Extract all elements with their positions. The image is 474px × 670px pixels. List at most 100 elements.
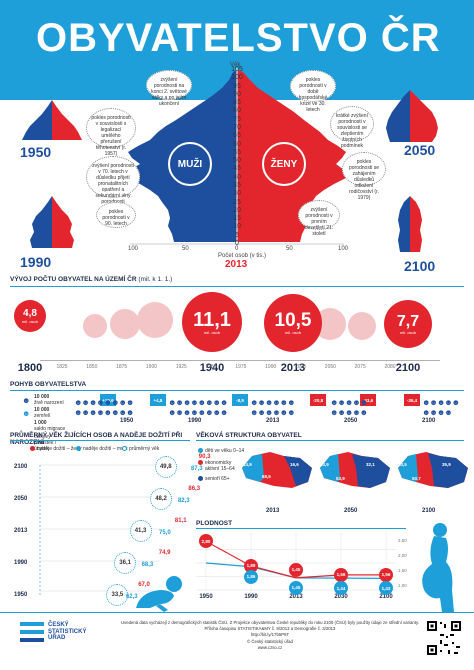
- timeline-bubbles-bg: [83, 302, 376, 340]
- fert-ylab-2: 1,50: [398, 568, 407, 573]
- timeline-rule: [10, 286, 464, 287]
- legend-num-0: 10 000: [34, 394, 50, 400]
- age-label-20: 20: [233, 206, 241, 214]
- ages-year-2050: 2050: [14, 496, 28, 502]
- ages-title: PRŮMĚRNÝ VĚK ŽIJÍCÍCH OSOB A NADĚJE DOŽI…: [10, 432, 183, 446]
- csu-logo-icon: [20, 622, 44, 642]
- bottom-tick-2: 0: [235, 246, 239, 252]
- note-postwar: zvýšení porodnosti na konci 2. světové v…: [146, 70, 192, 107]
- bubble-1800: 4,8 mil. osob: [14, 300, 46, 332]
- flag-0: +10,6: [100, 394, 116, 406]
- fert-year-1990: 1990: [244, 594, 258, 600]
- movement-year-2050: 2050: [344, 418, 358, 424]
- timeline-tick-1925: 1925: [175, 364, 187, 370]
- legend-num-2: 1 000: [34, 420, 47, 426]
- map-2013-b: 68,5: [262, 474, 271, 479]
- timeline-tick-1975: 1975: [235, 364, 247, 370]
- people-row-2013: ☻☻☻☻☻☻☻☻☻☻☻☻☻: [250, 398, 296, 417]
- ages-rule: [10, 440, 190, 441]
- fert-red-1950: 2,80: [199, 534, 213, 549]
- timeline-year-2013: 2013: [280, 362, 306, 374]
- structure-dot-senior: [198, 476, 203, 481]
- pregnant-woman-icon: [422, 523, 454, 612]
- legend-deaths: zemřelí: [34, 413, 51, 419]
- csu-logo-text: ČESKÝ STATISTICKÝ ÚŘAD: [48, 622, 87, 642]
- map-2013-c: 16,6: [290, 462, 299, 467]
- movement-year-2100: 2100: [422, 418, 436, 424]
- age-label-85: 85: [233, 99, 241, 107]
- age-label-90: 90: [233, 90, 241, 98]
- fert-ylab-1: 2,00: [398, 553, 407, 558]
- ages-year-2013: 2013: [14, 528, 28, 534]
- fert-red-2013: 1,45: [289, 562, 303, 577]
- timeline-tick-2050: 2050: [324, 364, 336, 370]
- movement-year-2013: 2013: [266, 418, 280, 424]
- age-label-65: 65: [233, 132, 241, 140]
- legend-dot-women: [30, 446, 35, 451]
- timeline-tick-1825: 1825: [56, 364, 68, 370]
- bottom-tick-3: 50: [286, 246, 293, 252]
- fert-ylab-0: 2,50: [398, 538, 407, 543]
- year-2100: 2100: [404, 258, 436, 274]
- ages-chart-lines: [39, 464, 160, 595]
- page-title: OBYVATELSTVO ČR: [36, 16, 441, 60]
- people-row-1990: ☻☻☻☻☻☻☻☻☻☻☻☻☻☻☻☻: [168, 398, 228, 417]
- fert-year-2100: 2100: [379, 594, 393, 600]
- movement-year-1950: 1950: [120, 418, 134, 424]
- bottom-tick-0: 100: [128, 246, 139, 252]
- timeline-year-1940: 1940: [199, 362, 225, 374]
- map-year-2050: 2050: [344, 508, 358, 514]
- ages-men-2013: 75,0: [159, 530, 171, 536]
- timeline-tick-1990: 1990: [265, 364, 277, 370]
- legend-person-icon: ☻: [22, 396, 30, 405]
- age-label-100: 100: [231, 74, 243, 82]
- structure-legend-work: ekonomicky aktivní 15–64: [205, 460, 235, 472]
- timeline-title-text: VÝVOJ POČTU OBYVATEL NA ÚZEMÍ ČR: [10, 276, 137, 283]
- map-2050-c: 32,1: [366, 462, 375, 467]
- people-row-1950: ☻☻☻☻☻☻☻☻☻☻☻☻☻☻☻☻☻☻: [74, 398, 134, 417]
- map-2100-a: 13,5: [398, 462, 407, 467]
- ages-legend-men: naděje dožití – muži: [83, 446, 128, 452]
- age-label-35: 35: [233, 182, 241, 189]
- structure-title: VĚKOVÁ STRUKTURA OBYVATEL: [196, 432, 302, 439]
- bubble-2100: 7,7 mil. osob: [384, 300, 432, 348]
- flag-3: -20,8: [310, 394, 326, 406]
- fert-blue-1990: 1,86: [244, 569, 258, 584]
- map-2050-a: 13,9: [320, 462, 329, 467]
- qr-code-icon[interactable]: [426, 620, 462, 656]
- fert-year-2013: 2013: [289, 594, 303, 600]
- timeline-tick-1950: 1950: [205, 364, 217, 370]
- fert-red-1990: 1,89: [244, 558, 258, 573]
- flag-5: -35,4: [404, 394, 420, 406]
- footer: [0, 612, 474, 670]
- timeline-year-1800: 1800: [17, 362, 43, 374]
- people-row-2050: ☻☻☻☻☻☻☻☻☻☻: [330, 398, 368, 417]
- men-label: MUŽI: [168, 142, 212, 186]
- note-70s: zvýšení porodnosti v 70. letech v důsled…: [86, 156, 140, 205]
- flag-2: -8,9: [232, 394, 248, 406]
- ages-men-2050: 82,3: [177, 498, 190, 504]
- age-label-105: 105: [231, 66, 243, 73]
- timeline-tick-2080: 2080: [384, 364, 396, 370]
- flag-4: -33,6: [360, 394, 376, 406]
- footer-text: Uvedená data vycházejí z demografických …: [121, 620, 419, 650]
- ages-men-2100: 87,3: [190, 466, 203, 472]
- ages-women-2013: 81,1: [174, 518, 187, 524]
- footer-link[interactable]: http://bit.ly/17b5P6T: [250, 632, 290, 638]
- ages-year-1950: 1950: [14, 592, 28, 598]
- fertility-rule: [196, 528, 406, 529]
- age-label-95: 95: [233, 82, 241, 90]
- age-label-25: 25: [233, 198, 241, 206]
- footer-website[interactable]: www.czso.cz: [257, 644, 283, 650]
- timeline-tick-1900: 1900: [145, 364, 158, 370]
- fert-year-1950: 1950: [199, 594, 213, 600]
- fertility-title: PLODNOST: [196, 520, 233, 527]
- fert-blue-2100: 1,43: [379, 581, 393, 596]
- timeline-axis: [40, 360, 440, 361]
- age-label-75: 75: [233, 115, 241, 123]
- year-1950: 1950: [20, 144, 52, 160]
- fert-red-2030: 1,56: [334, 567, 348, 582]
- note-1979: pokles porodnosti se zahájením důsledků …: [342, 152, 386, 201]
- legend-births: živě narození: [34, 400, 64, 406]
- fert-red-2100: 1,56: [379, 567, 393, 582]
